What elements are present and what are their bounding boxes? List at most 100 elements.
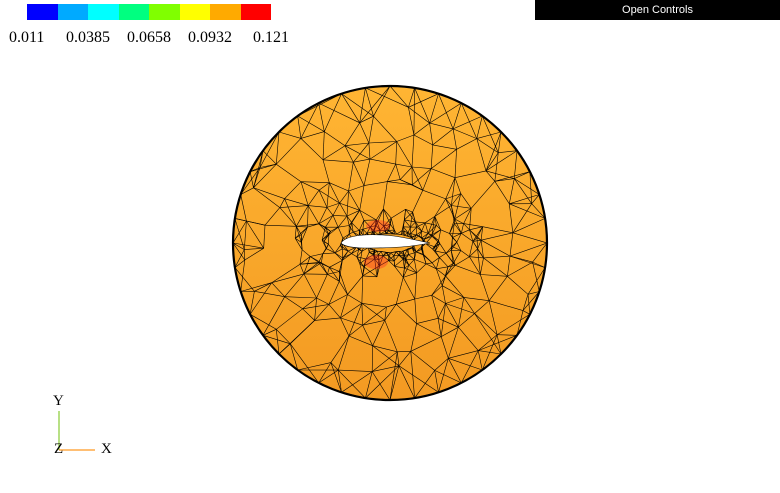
mesh-edge: [296, 205, 309, 227]
mesh-edge: [431, 225, 437, 235]
mesh-edge: [356, 249, 360, 257]
mesh-edge: [512, 232, 547, 244]
mesh-edge: [370, 225, 377, 228]
mesh-edge: [440, 229, 450, 234]
mesh-edge: [356, 251, 363, 258]
mesh-edge: [382, 255, 389, 261]
mesh-edge: [362, 226, 371, 230]
mesh-edge: [414, 259, 417, 273]
mesh-edge: [342, 233, 350, 239]
mesh-edge: [318, 182, 330, 191]
mesh-edge: [303, 273, 317, 299]
mesh-edge: [362, 258, 367, 276]
mesh-edge: [300, 138, 324, 161]
mesh-edge: [376, 259, 380, 277]
mesh-edge: [353, 162, 365, 186]
mesh-edge: [318, 369, 339, 384]
mesh-edge: [448, 350, 479, 359]
mesh-edge: [425, 263, 437, 270]
mesh-edge: [346, 190, 349, 217]
mesh-edge: [388, 230, 395, 235]
open-controls-button[interactable]: Open Controls: [535, 0, 780, 20]
mesh-edge: [379, 260, 389, 266]
mesh-edge: [351, 222, 354, 233]
mesh-edge: [318, 207, 328, 224]
mesh-edge: [347, 275, 363, 295]
mesh-edge: [284, 181, 302, 199]
mesh-edge: [346, 216, 350, 226]
mesh-edge: [324, 131, 346, 146]
mesh-edge: [314, 297, 317, 321]
mesh-edge: [301, 249, 311, 257]
mesh-edge: [474, 300, 490, 314]
mesh-edge: [368, 116, 374, 144]
mesh-edge: [439, 252, 447, 258]
mesh-edge: [480, 226, 483, 241]
mesh-edge: [296, 226, 302, 243]
mesh-edge: [254, 291, 285, 297]
mesh-edge: [470, 181, 496, 209]
mesh-edge: [373, 231, 379, 236]
mesh-edge: [365, 254, 374, 260]
mesh-edge: [314, 304, 330, 321]
mesh-edge: [404, 219, 416, 223]
mesh-edge: [439, 243, 447, 254]
mesh-edge: [445, 253, 454, 264]
mesh-edge: [522, 291, 540, 311]
mesh-edge: [297, 115, 302, 139]
mesh-edge: [405, 209, 413, 213]
mesh-edge: [450, 237, 453, 251]
mesh-edge: [346, 210, 360, 217]
mesh-edge: [401, 230, 405, 236]
mesh-edge: [424, 236, 433, 240]
mesh-edge: [388, 255, 395, 261]
mesh-edge: [348, 190, 360, 211]
mesh-edge: [379, 230, 386, 235]
legend-swatch-6: [210, 4, 241, 20]
mesh-edge: [421, 237, 424, 242]
mesh-edge: [399, 251, 405, 256]
mesh-edge: [463, 223, 470, 231]
mesh-edge: [432, 248, 440, 258]
mesh-edge: [341, 371, 373, 393]
mesh-edge: [532, 262, 540, 292]
mesh-edge: [328, 234, 330, 245]
x-axis-label: X: [101, 441, 112, 457]
mesh-edge: [356, 256, 367, 260]
mesh-edge: [337, 227, 344, 239]
mesh-edge: [399, 166, 413, 180]
mesh-edge: [412, 168, 432, 186]
mesh-edge: [512, 203, 532, 233]
mesh-edge: [374, 258, 379, 261]
mesh-edge: [397, 351, 411, 353]
mesh-edge: [294, 238, 303, 250]
mesh-edge: [387, 181, 413, 186]
mesh-edge: [353, 142, 370, 163]
mesh-edge: [318, 103, 325, 132]
mesh-edge: [240, 194, 247, 222]
mesh-edge: [340, 303, 363, 319]
mesh-edge: [435, 250, 447, 254]
mesh-edge: [451, 193, 462, 206]
mesh-edge: [448, 358, 483, 371]
mesh-edge: [365, 365, 400, 399]
mesh-edge: [414, 259, 427, 265]
mesh-edge: [429, 122, 454, 130]
mesh-edge: [387, 252, 391, 256]
mesh-edge: [410, 233, 417, 236]
mesh-edge: [307, 223, 319, 228]
mesh-edge: [387, 179, 401, 182]
mesh-edge: [474, 313, 498, 335]
mesh-edge: [509, 242, 547, 257]
mesh-edge: [262, 329, 277, 336]
mesh-edge: [469, 256, 484, 259]
mesh-edge: [460, 250, 470, 257]
mesh-edge: [294, 226, 308, 239]
mesh-edge: [374, 249, 378, 252]
mesh-edge: [403, 226, 405, 232]
mesh-edge: [369, 250, 375, 253]
mesh-edge: [390, 224, 395, 231]
mesh-edge: [415, 221, 422, 232]
